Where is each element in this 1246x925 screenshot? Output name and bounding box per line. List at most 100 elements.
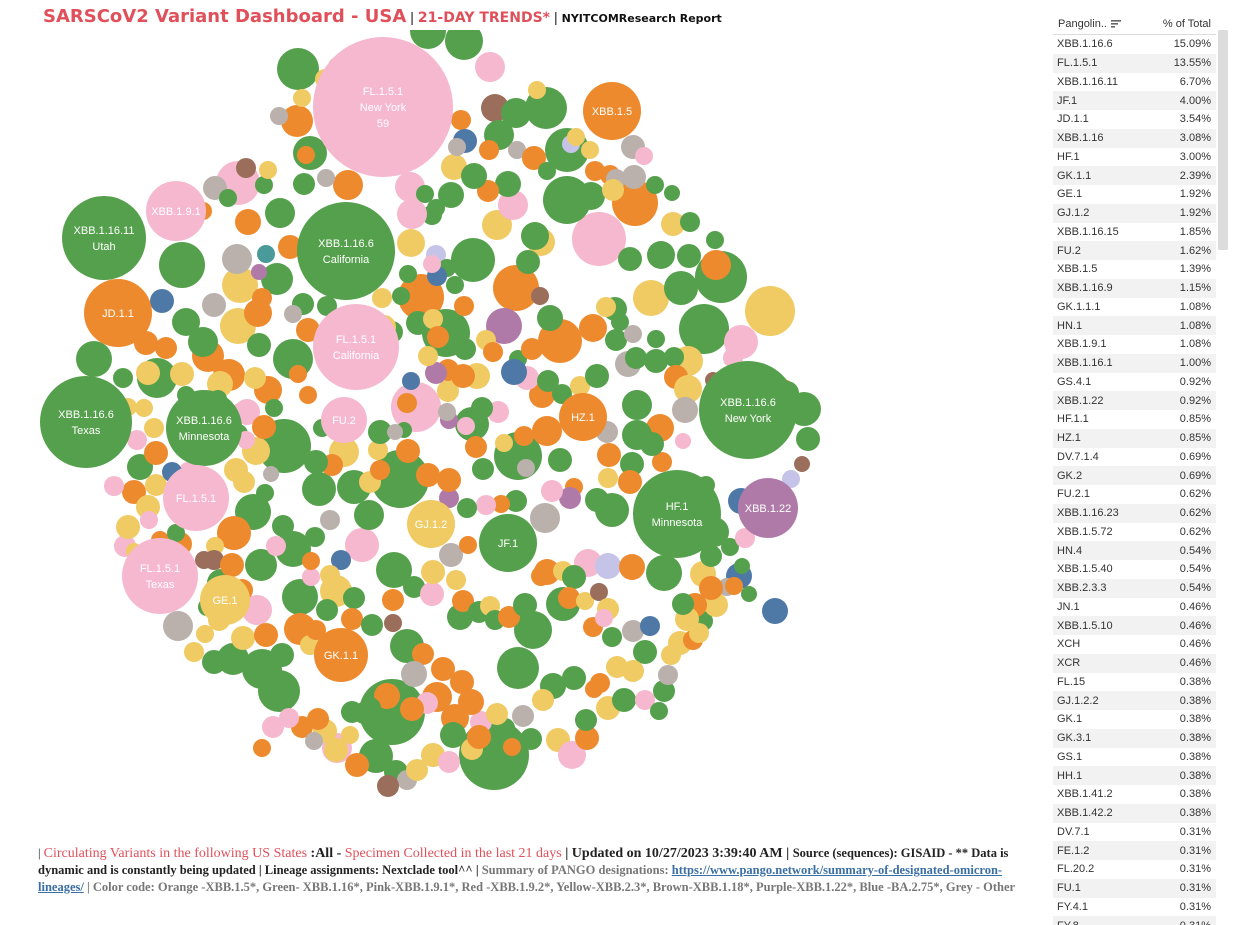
- bubble[interactable]: [384, 614, 402, 632]
- bubble[interactable]: [725, 577, 743, 595]
- bubble-xbb-1-9-1[interactable]: [146, 181, 206, 241]
- bubble[interactable]: [398, 274, 444, 320]
- bubble[interactable]: [457, 498, 477, 518]
- bubble[interactable]: [341, 608, 363, 630]
- bubble[interactable]: [528, 81, 546, 99]
- bubble[interactable]: [512, 705, 534, 727]
- bubble[interactable]: [113, 368, 133, 388]
- bubble[interactable]: [782, 470, 800, 488]
- bubble-fu-2[interactable]: [321, 397, 367, 443]
- bubble[interactable]: [558, 587, 580, 609]
- bubble[interactable]: [247, 333, 271, 357]
- bubble[interactable]: [451, 110, 471, 130]
- bubble[interactable]: [341, 701, 363, 723]
- bubble[interactable]: [622, 420, 652, 450]
- bubble[interactable]: [501, 359, 527, 385]
- table-row[interactable]: XBB.1.5.40 0.54%: [1053, 560, 1216, 579]
- bubble[interactable]: [567, 128, 585, 146]
- bubble-xbb-1-16-11[interactable]: [62, 196, 146, 280]
- bubble[interactable]: [597, 443, 621, 467]
- bubble[interactable]: [297, 146, 315, 164]
- bubble[interactable]: [140, 511, 158, 529]
- bubble[interactable]: [439, 543, 463, 567]
- table-row[interactable]: GK.2 0.69%: [1053, 466, 1216, 485]
- bubble-hf-1[interactable]: [633, 470, 721, 558]
- bubble[interactable]: [658, 665, 678, 685]
- bubble[interactable]: [558, 741, 586, 769]
- bubble[interactable]: [602, 627, 622, 647]
- bubble[interactable]: [387, 424, 403, 440]
- sort-icon[interactable]: [1110, 19, 1121, 29]
- bubble[interactable]: [562, 565, 586, 589]
- bubble[interactable]: [257, 245, 275, 263]
- bubble[interactable]: [284, 305, 302, 323]
- table-row[interactable]: XBB.1.41.2 0.38%: [1053, 785, 1216, 804]
- bubble[interactable]: [127, 430, 147, 450]
- bubble[interactable]: [265, 399, 283, 417]
- bubble[interactable]: [661, 212, 685, 236]
- bubble[interactable]: [635, 690, 655, 710]
- bubble[interactable]: [646, 555, 682, 591]
- bubble[interactable]: [700, 545, 722, 567]
- bubble[interactable]: [116, 515, 140, 539]
- bubble[interactable]: [495, 171, 521, 197]
- bubble[interactable]: [559, 487, 581, 509]
- bubble[interactable]: [399, 265, 417, 283]
- bubble[interactable]: [431, 657, 455, 681]
- bubble[interactable]: [675, 433, 691, 449]
- bubble[interactable]: [622, 165, 646, 189]
- bubble[interactable]: [650, 702, 668, 720]
- bubble[interactable]: [446, 570, 466, 590]
- bubble[interactable]: [664, 185, 680, 201]
- bubble[interactable]: [282, 579, 318, 615]
- bubble[interactable]: [188, 327, 218, 357]
- bubble[interactable]: [579, 314, 607, 342]
- bubble[interactable]: [135, 399, 153, 417]
- bubble[interactable]: [541, 480, 563, 502]
- bubble[interactable]: [370, 460, 390, 480]
- bubble[interactable]: [245, 549, 277, 581]
- bubble[interactable]: [416, 463, 440, 487]
- table-row[interactable]: GK.3.1 0.38%: [1053, 728, 1216, 748]
- bubble[interactable]: [531, 287, 549, 305]
- bubble[interactable]: [486, 308, 522, 344]
- table-row[interactable]: FU.2.1 0.62%: [1053, 485, 1216, 504]
- bubble[interactable]: [570, 376, 590, 396]
- bubble[interactable]: [625, 347, 647, 369]
- bubble[interactable]: [266, 536, 286, 556]
- bubble[interactable]: [406, 759, 428, 781]
- bubble[interactable]: [620, 452, 644, 476]
- bubble-jf-1[interactable]: [479, 514, 537, 572]
- table-row[interactable]: JN.1 0.46%: [1053, 598, 1216, 617]
- bubble[interactable]: [437, 468, 461, 492]
- bubble[interactable]: [445, 30, 483, 60]
- bubble[interactable]: [345, 753, 369, 777]
- bubble[interactable]: [451, 238, 495, 282]
- bubble[interactable]: [251, 264, 267, 280]
- bubble[interactable]: [302, 552, 320, 570]
- bubble[interactable]: [272, 515, 294, 537]
- bubble[interactable]: [647, 330, 665, 348]
- bubble[interactable]: [612, 688, 636, 712]
- bubble[interactable]: [416, 185, 434, 203]
- bubble[interactable]: [163, 611, 193, 641]
- bubble[interactable]: [270, 643, 294, 667]
- bubble[interactable]: [581, 141, 599, 159]
- bubble[interactable]: [735, 528, 755, 548]
- bubble[interactable]: [281, 105, 313, 137]
- bubble[interactable]: [293, 89, 311, 107]
- bubble[interactable]: [440, 722, 466, 748]
- bubble[interactable]: [585, 161, 605, 181]
- bubble[interactable]: [572, 212, 626, 266]
- table-row[interactable]: FL.15 0.38%: [1053, 673, 1216, 692]
- table-row[interactable]: FE.1.2 0.31%: [1053, 841, 1216, 860]
- bubble[interactable]: [438, 751, 460, 773]
- table-row[interactable]: DV.7.1 0.31%: [1053, 823, 1216, 842]
- bubble[interactable]: [204, 550, 224, 570]
- bubble[interactable]: [412, 643, 434, 665]
- bubble[interactable]: [320, 510, 340, 530]
- bubble[interactable]: [263, 466, 279, 482]
- bubble[interactable]: [745, 286, 795, 336]
- bubble[interactable]: [520, 728, 542, 750]
- variant-bubble-chart[interactable]: FL.1.5.1 New York 59 XBB.1.16.6 California XB…: [0, 30, 840, 840]
